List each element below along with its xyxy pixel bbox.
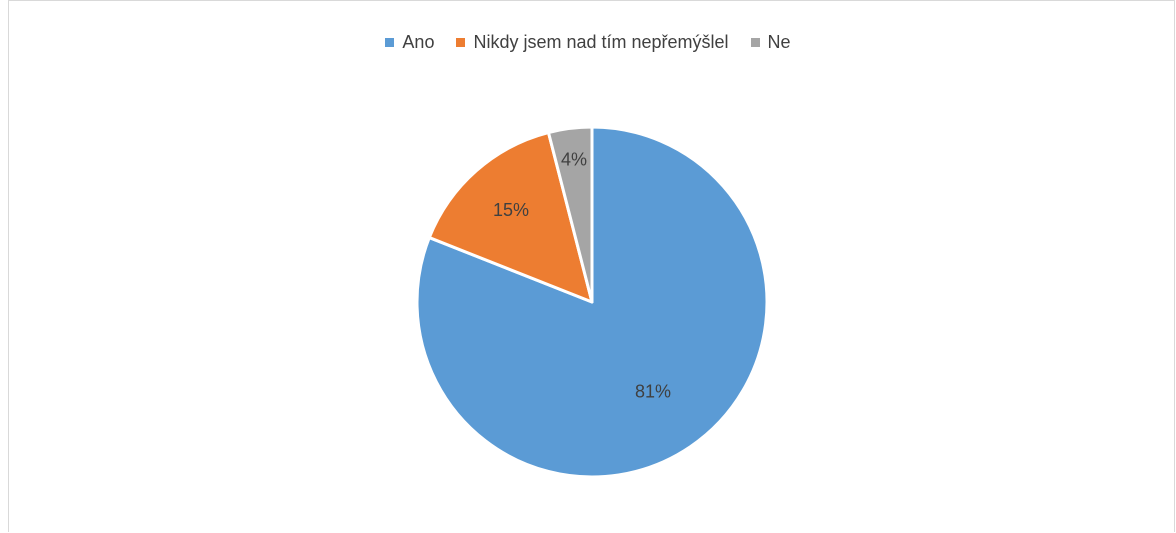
legend-label-ne: Ne: [767, 32, 791, 52]
data-label-ne: 4%: [561, 150, 587, 170]
legend-swatch-ne: [750, 38, 760, 47]
data-label-ano: 81%: [635, 382, 671, 402]
data-label-nikdy: 15%: [493, 200, 529, 220]
legend-item-ano: Ano: [385, 32, 434, 53]
legend-label-ano: Ano: [402, 32, 435, 52]
legend-item-ne: Ne: [750, 32, 791, 53]
legend-item-nikdy: Nikdy jsem nad tím nepřemýšlel: [456, 32, 729, 53]
chart-legend: Ano Nikdy jsem nad tím nepřemýšlel Ne: [0, 32, 1176, 53]
legend-swatch-nikdy: [456, 38, 466, 47]
legend-swatch-ano: [385, 38, 395, 47]
pie-slice-ne: [546, 125, 594, 304]
legend-label-nikdy: Nikdy jsem nad tím nepřemýšlel: [473, 32, 729, 52]
pie-slice-nikdy: [427, 130, 594, 304]
